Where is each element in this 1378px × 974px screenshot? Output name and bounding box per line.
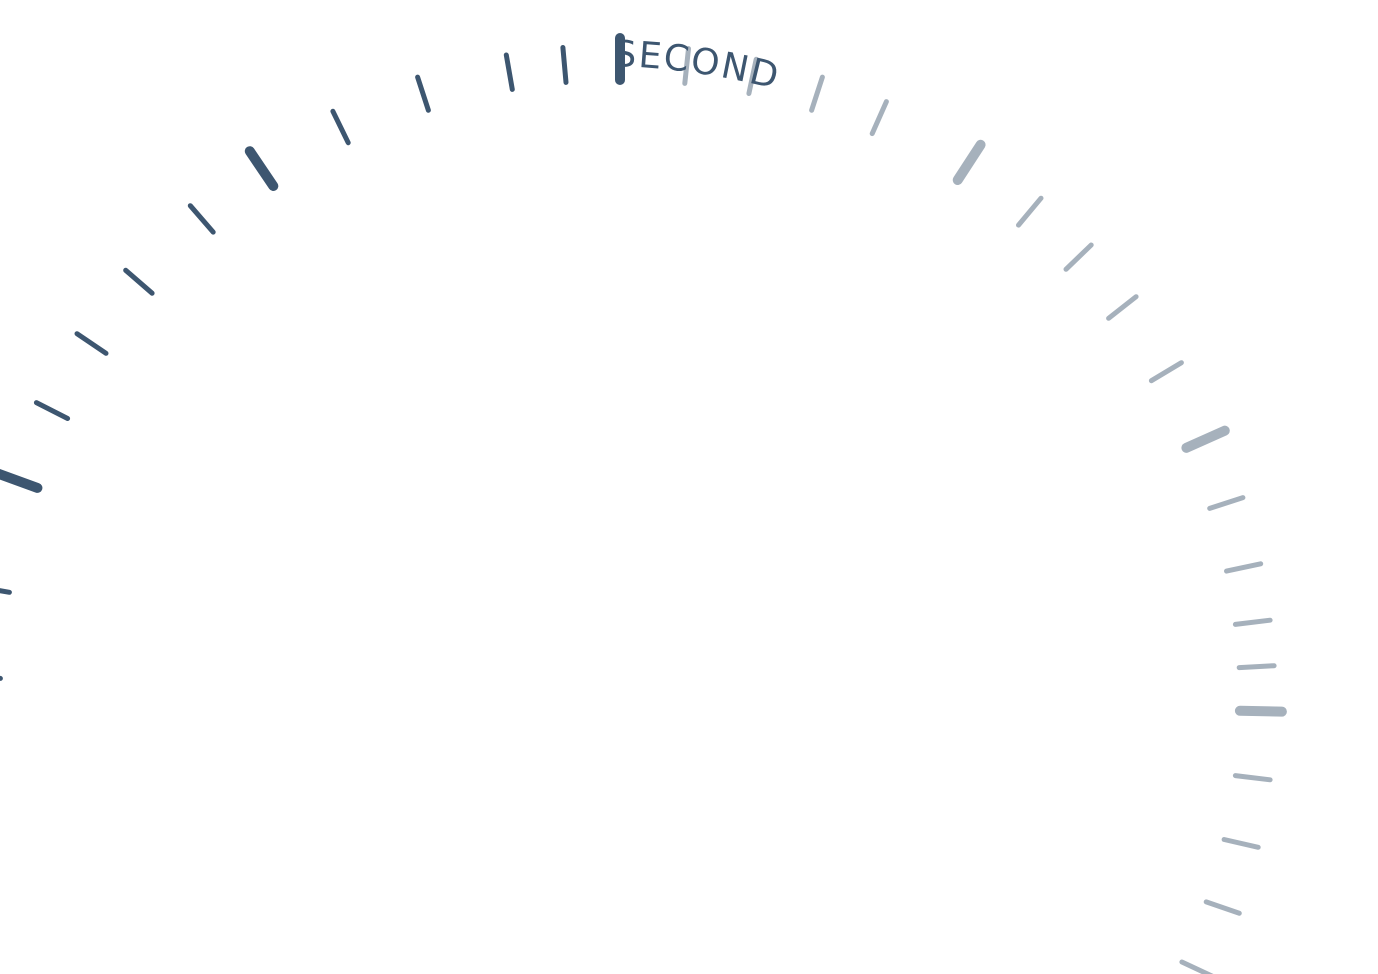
minor-tick — [1221, 837, 1261, 850]
second-ticks — [0, 33, 1287, 974]
minor-tick — [1063, 242, 1094, 272]
minor-tick — [809, 74, 825, 113]
minor-tick — [1016, 195, 1044, 228]
minor-tick — [869, 99, 889, 137]
minor-tick — [682, 46, 691, 86]
minor-tick — [1106, 294, 1139, 321]
minor-tick — [503, 52, 515, 92]
major-tick — [1181, 425, 1230, 453]
minor-tick — [123, 267, 155, 296]
minor-tick — [187, 203, 216, 235]
minor-tick — [1203, 899, 1242, 916]
major-tick — [952, 139, 986, 185]
minor-tick — [330, 108, 351, 146]
minor-tick — [1179, 959, 1214, 974]
minor-tick — [415, 74, 431, 113]
minor-tick — [560, 45, 569, 85]
minor-tick — [1236, 663, 1277, 671]
major-tick — [0, 469, 43, 493]
minor-tick — [1224, 561, 1264, 574]
minor-tick — [74, 331, 109, 356]
minor-tick — [746, 56, 759, 96]
minor-tick — [1148, 360, 1184, 384]
minor-tick — [1232, 617, 1273, 627]
major-tick — [244, 146, 279, 191]
second-label-text: SECOND — [613, 34, 783, 98]
second-label: SECOND — [613, 34, 785, 98]
major-tick — [1234, 705, 1287, 717]
minor-tick — [1232, 773, 1273, 783]
minor-tick — [33, 400, 71, 421]
minor-tick — [0, 588, 12, 595]
minor-tick — [1207, 495, 1246, 511]
